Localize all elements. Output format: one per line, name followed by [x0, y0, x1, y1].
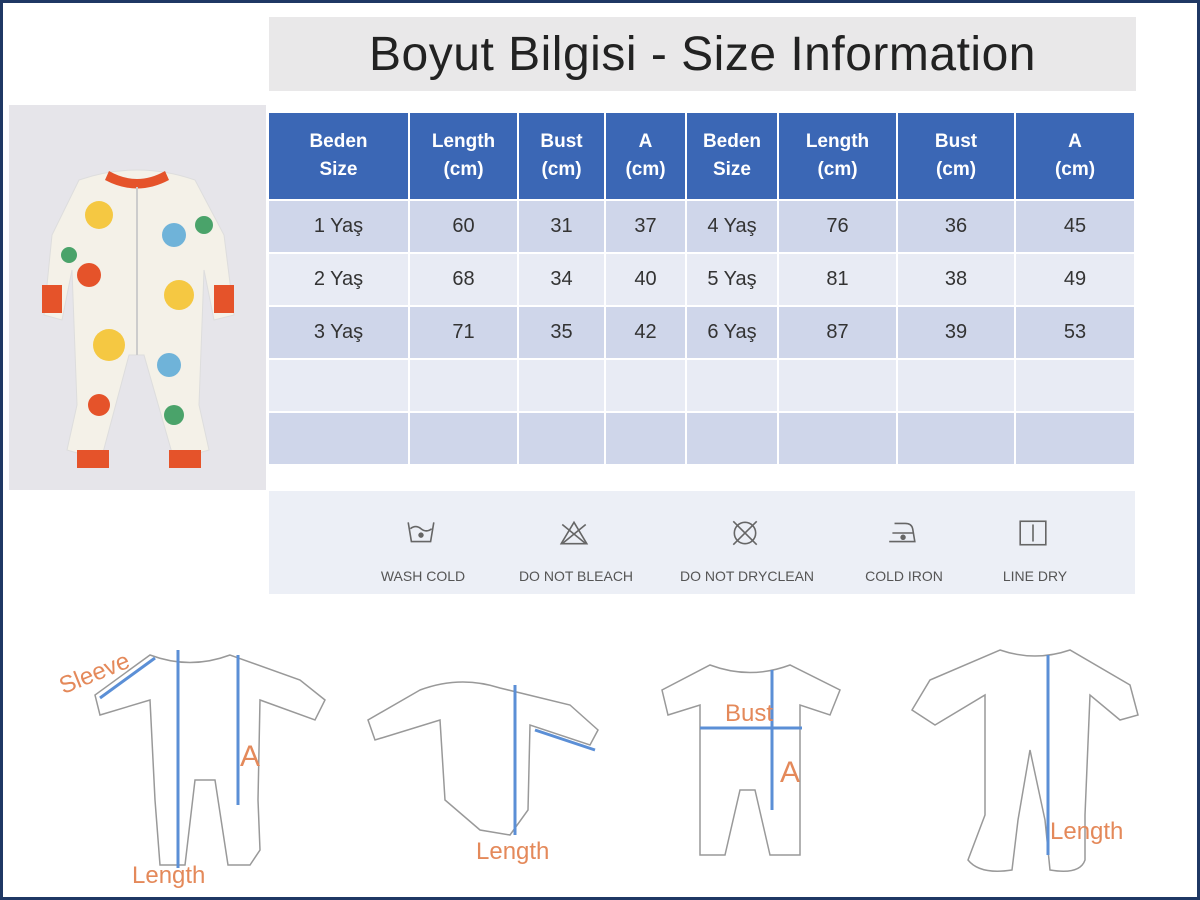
size-table: Beden Size Length (cm) Bust (cm) A (cm) Bede… [267, 111, 1136, 466]
length-label: Length [476, 838, 550, 865]
table-header-row: Beden Size Length (cm) Bust (cm) A (cm) Bede… [269, 113, 1134, 199]
table-cell: 1 Yaş [269, 201, 408, 252]
care-instructions: WASH COLD DO NOT BLEACH DO NOT DRYCLEAN COL… [269, 491, 1135, 594]
table-cell [1016, 413, 1134, 464]
table-cell: 34 [519, 254, 604, 305]
product-photo [9, 105, 266, 490]
table-cell [687, 413, 777, 464]
table-row: 2 Yaş 68 34 40 5 Yaş 81 38 49 [269, 254, 1134, 305]
a-label: A [780, 756, 801, 789]
table-cell: 40 [606, 254, 685, 305]
wash-cold-icon [407, 522, 435, 543]
table-cell [606, 413, 685, 464]
care-label: LINE DRY [1002, 568, 1068, 584]
no-dryclean-icon [732, 520, 758, 546]
table-cell: 76 [779, 201, 896, 252]
col-header-bust: Bust (cm) [898, 113, 1014, 199]
page-title: Boyut Bilgisi - Size Information [369, 27, 1036, 81]
table-row [269, 413, 1134, 464]
table-cell: 53 [1016, 307, 1134, 358]
table-row [269, 360, 1134, 411]
care-label: COLD IRON [865, 568, 943, 584]
bust-label: Bust [725, 700, 774, 727]
table-cell [779, 413, 896, 464]
table-cell: 2 Yaş [269, 254, 408, 305]
care-label: DO NOT DRYCLEAN [679, 568, 815, 584]
cold-iron-icon [889, 522, 916, 543]
table-cell [687, 360, 777, 411]
garment-outlines [94, 649, 1139, 872]
table-cell: 36 [898, 201, 1014, 252]
col-header-length: Length (cm) [410, 113, 517, 199]
table-cell [269, 413, 408, 464]
table-cell [606, 360, 685, 411]
length-label: Length [132, 862, 206, 889]
table-cell: 49 [1016, 254, 1134, 305]
table-cell [519, 360, 604, 411]
table-cell: 45 [1016, 201, 1134, 252]
table-cell: 6 Yaş [687, 307, 777, 358]
table-cell: 81 [779, 254, 896, 305]
title-bar: Boyut Bilgisi - Size Information [269, 17, 1136, 91]
a-label: A [240, 740, 261, 773]
table-cell: 4 Yaş [687, 201, 777, 252]
table-cell [410, 360, 517, 411]
table-cell: 35 [519, 307, 604, 358]
col-header-a: A (cm) [606, 113, 685, 199]
table-cell [1016, 360, 1134, 411]
measurement-diagrams: Sleeve A Length Length Bust A Length [0, 620, 1200, 895]
table-cell: 31 [519, 201, 604, 252]
col-header-bust: Bust (cm) [519, 113, 604, 199]
table-cell [898, 360, 1014, 411]
col-header-size: Beden Size [269, 113, 408, 199]
table-cell [519, 413, 604, 464]
col-header-size: Beden Size [687, 113, 777, 199]
table-cell: 37 [606, 201, 685, 252]
care-label: WASH COLD [380, 568, 466, 584]
table-cell: 60 [410, 201, 517, 252]
table-cell: 87 [779, 307, 896, 358]
table-cell [269, 360, 408, 411]
table-cell [779, 360, 896, 411]
length-label: Length [1050, 818, 1124, 845]
table-cell [898, 413, 1014, 464]
table-cell: 39 [898, 307, 1014, 358]
table-row: 1 Yaş 60 31 37 4 Yaş 76 36 45 [269, 201, 1134, 252]
no-bleach-icon [559, 520, 589, 545]
table-cell: 68 [410, 254, 517, 305]
table-cell: 38 [898, 254, 1014, 305]
table-cell: 5 Yaş [687, 254, 777, 305]
col-header-a: A (cm) [1016, 113, 1134, 199]
table-cell [410, 413, 517, 464]
table-row: 3 Yaş 71 35 42 6 Yaş 87 39 53 [269, 307, 1134, 358]
table-cell: 71 [410, 307, 517, 358]
line-dry-icon [1019, 520, 1047, 546]
table-cell: 3 Yaş [269, 307, 408, 358]
col-header-length: Length (cm) [779, 113, 896, 199]
care-label: DO NOT BLEACH [518, 568, 634, 584]
table-cell: 42 [606, 307, 685, 358]
romper-illustration [42, 169, 235, 468]
